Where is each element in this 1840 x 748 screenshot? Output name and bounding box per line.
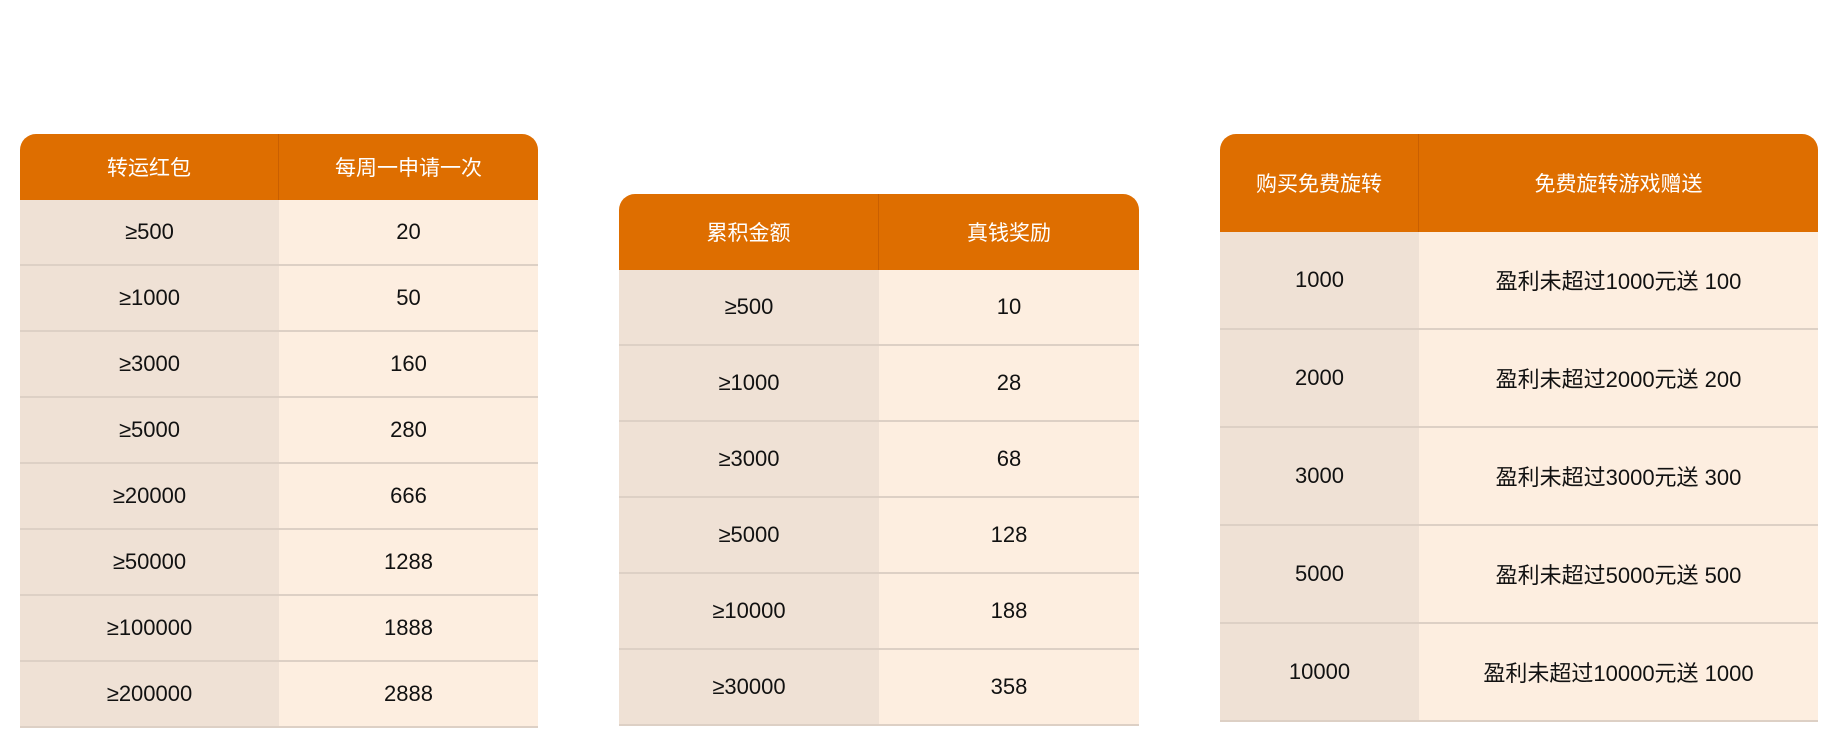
table-cell: 28 bbox=[879, 346, 1139, 420]
table-cell: ≥3000 bbox=[619, 422, 879, 496]
table-cell: ≥1000 bbox=[20, 266, 279, 330]
table-cell: ≥1000 bbox=[619, 346, 879, 420]
table-row: ≥100000 1888 bbox=[20, 596, 538, 662]
table-row: ≥3000 160 bbox=[20, 332, 538, 398]
table-cell: ≥10000 bbox=[619, 574, 879, 648]
table-header: 累积金额 真钱奖励 bbox=[619, 194, 1139, 270]
free-spin-table: 购买免费旋转 免费旋转游戏赠送 1000 盈利未超过1000元送 100 2000 盈利未… bbox=[1220, 134, 1818, 722]
table-cell: 10 bbox=[879, 270, 1139, 344]
table-cell: ≥500 bbox=[20, 200, 279, 264]
table-row: ≥500 20 bbox=[20, 200, 538, 266]
table-cell: ≥20000 bbox=[20, 464, 279, 528]
table-cell: 160 bbox=[279, 332, 538, 396]
table-cell: 188 bbox=[879, 574, 1139, 648]
table-row: ≥200000 2888 bbox=[20, 662, 538, 728]
table-cell: 280 bbox=[279, 398, 538, 462]
accumulated-amount-table: 累积金额 真钱奖励 ≥500 10 ≥1000 28 ≥3000 68 ≥5000 128 ≥100… bbox=[619, 194, 1139, 726]
table-cell: 358 bbox=[879, 650, 1139, 724]
table-cell: ≥30000 bbox=[619, 650, 879, 724]
table-cell: ≥500 bbox=[619, 270, 879, 344]
table-cell: ≥5000 bbox=[20, 398, 279, 462]
table-cell: 3000 bbox=[1220, 428, 1419, 524]
table-row: ≥20000 666 bbox=[20, 464, 538, 530]
table-cell: ≥200000 bbox=[20, 662, 279, 726]
table-cell: 1288 bbox=[279, 530, 538, 594]
table-cell: 盈利未超过10000元送 1000 bbox=[1419, 624, 1818, 720]
table-row: ≥1000 28 bbox=[619, 346, 1139, 422]
header-cell: 累积金额 bbox=[619, 194, 879, 270]
table-row: ≥3000 68 bbox=[619, 422, 1139, 498]
table-cell: 666 bbox=[279, 464, 538, 528]
header-cell: 每周一申请一次 bbox=[335, 157, 482, 180]
header-cell: 转运红包 bbox=[20, 134, 279, 200]
table-header: 转运红包 每周一申请一次 bbox=[20, 134, 538, 200]
table-cell: 1000 bbox=[1220, 232, 1419, 328]
table-cell: 盈利未超过3000元送 300 bbox=[1419, 428, 1818, 524]
table-row: ≥5000 280 bbox=[20, 398, 538, 464]
table-row: ≥10000 188 bbox=[619, 574, 1139, 650]
header-cell: 免费旋转游戏赠送 bbox=[1534, 173, 1703, 196]
table-row: 5000 盈利未超过5000元送 500 bbox=[1220, 526, 1818, 624]
table-header: 购买免费旋转 免费旋转游戏赠送 bbox=[1220, 134, 1818, 232]
table-row: ≥500 10 bbox=[619, 270, 1139, 346]
table-row: ≥30000 358 bbox=[619, 650, 1139, 726]
table-row: 3000 盈利未超过3000元送 300 bbox=[1220, 428, 1818, 526]
header-cell: 购买免费旋转 bbox=[1220, 134, 1419, 232]
table-row: ≥1000 50 bbox=[20, 266, 538, 332]
table-row: 10000 盈利未超过10000元送 1000 bbox=[1220, 624, 1818, 722]
header-cell: 真钱奖励 bbox=[967, 222, 1051, 245]
table-cell: 盈利未超过5000元送 500 bbox=[1419, 526, 1818, 622]
table-cell: 20 bbox=[279, 200, 538, 264]
table-cell: 10000 bbox=[1220, 624, 1419, 720]
table-cell: 50 bbox=[279, 266, 538, 330]
table-cell: ≥50000 bbox=[20, 530, 279, 594]
table-row: ≥50000 1288 bbox=[20, 530, 538, 596]
table-row: 1000 盈利未超过1000元送 100 bbox=[1220, 232, 1818, 330]
lucky-red-packet-table: 转运红包 每周一申请一次 ≥500 20 ≥1000 50 ≥3000 160 ≥5000 280… bbox=[20, 134, 538, 728]
table-row: ≥5000 128 bbox=[619, 498, 1139, 574]
table-cell: ≥3000 bbox=[20, 332, 279, 396]
table-cell: ≥5000 bbox=[619, 498, 879, 572]
table-cell: ≥100000 bbox=[20, 596, 279, 660]
table-cell: 盈利未超过1000元送 100 bbox=[1419, 232, 1818, 328]
table-cell: 2888 bbox=[279, 662, 538, 726]
table-cell: 68 bbox=[879, 422, 1139, 496]
table-row: 2000 盈利未超过2000元送 200 bbox=[1220, 330, 1818, 428]
table-cell: 盈利未超过2000元送 200 bbox=[1419, 330, 1818, 426]
table-cell: 128 bbox=[879, 498, 1139, 572]
table-cell: 5000 bbox=[1220, 526, 1419, 622]
table-cell: 2000 bbox=[1220, 330, 1419, 426]
table-cell: 1888 bbox=[279, 596, 538, 660]
